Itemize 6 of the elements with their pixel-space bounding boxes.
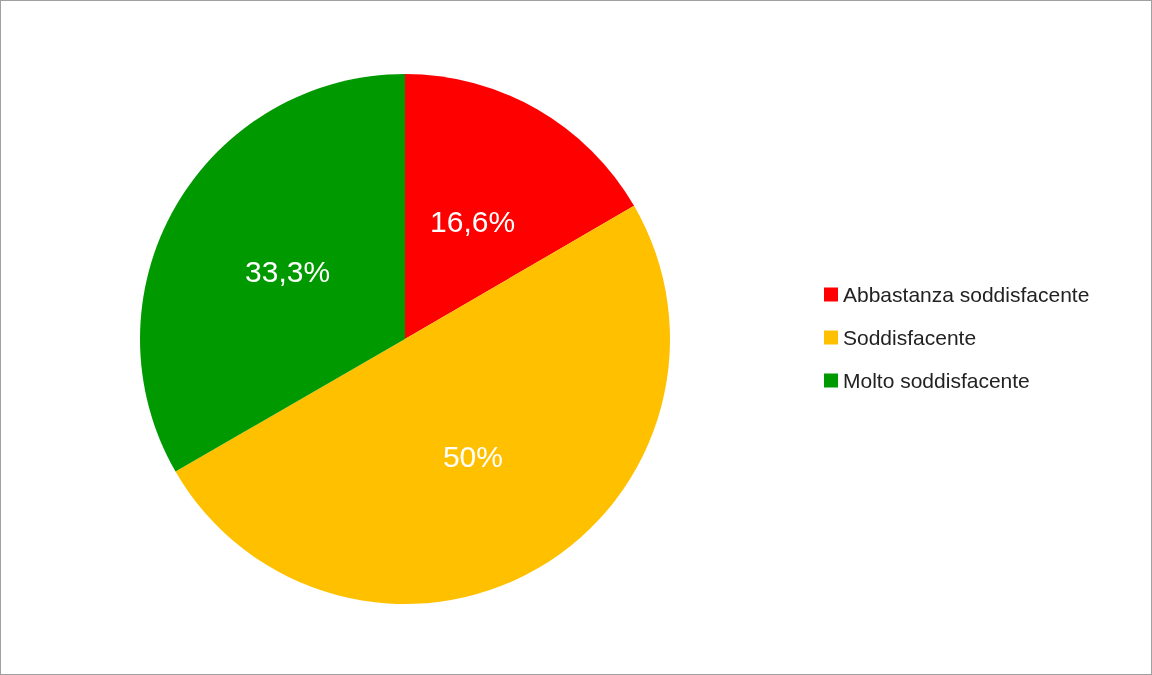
data-label: 16,6% [430,205,516,239]
legend-label: Abbastanza soddisfacente [843,283,1090,306]
legend-label: Soddisfacente [843,326,977,349]
data-label: 33,3% [245,254,331,288]
legend-label: Molto soddisfacente [843,369,1030,392]
data-label: 50% [442,439,503,473]
